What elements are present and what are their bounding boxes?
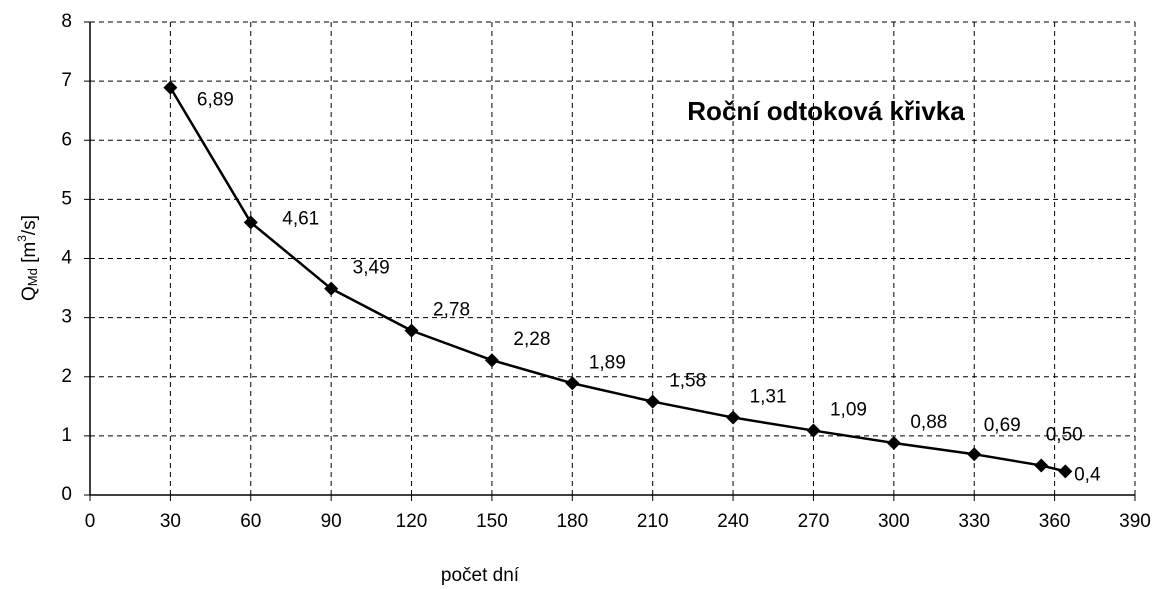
y-tick-label: 6 [61,129,72,150]
x-tick-label: 360 [1039,511,1071,532]
data-point [484,353,499,368]
x-tick-label: 150 [476,511,508,532]
data-point [163,80,178,95]
x-tick-label: 180 [556,511,588,532]
x-tick-label: 240 [717,511,749,532]
x-axis-label: počet dní [441,565,520,586]
x-tick-label: 90 [321,511,342,532]
data-label: 0,88 [910,412,947,433]
x-tick-label: 390 [1119,511,1151,532]
y-tick-label: 5 [61,188,72,209]
data-label: 6,89 [197,90,234,111]
data-label: 1,09 [830,400,867,421]
data-point [1058,464,1073,479]
data-label: 2,28 [513,329,550,350]
data-point [324,281,339,296]
y-tick-label: 7 [61,70,72,91]
data-point [1034,458,1049,473]
data-label: 3,49 [353,258,390,279]
x-tick-label: 30 [160,511,181,532]
data-point [886,435,901,450]
data-point [243,215,258,230]
data-label: 0,69 [984,415,1021,436]
data-label: 1,58 [669,371,706,392]
data-point [806,423,821,438]
data-label: 1,31 [750,387,787,408]
x-tick-label: 120 [396,511,428,532]
data-point [565,376,580,391]
x-tick-label: 330 [958,511,990,532]
y-tick-label: 8 [61,11,72,32]
y-axis-label: QMd [m3/s] [15,215,40,301]
chart-title: Roční odtoková křivka [687,96,965,126]
data-point [726,410,741,425]
data-label: 4,61 [282,208,319,229]
x-tick-label: 0 [85,511,96,532]
data-label: 0,4 [1074,464,1101,485]
y-tick-label: 1 [61,425,72,446]
y-tick-label: 2 [61,366,72,387]
y-tick-label: 4 [61,248,72,269]
x-tick-label: 300 [878,511,910,532]
x-tick-label: 60 [240,511,261,532]
y-tick-label: 3 [61,307,72,328]
data-point [645,394,660,409]
y-tick-label: 0 [61,484,72,505]
data-label: 1,89 [589,352,626,373]
data-point [967,447,982,462]
x-tick-label: 210 [637,511,669,532]
data-label: 2,78 [433,300,470,321]
data-label: 0,50 [1046,424,1083,445]
data-point [404,323,419,338]
x-tick-label: 270 [798,511,830,532]
